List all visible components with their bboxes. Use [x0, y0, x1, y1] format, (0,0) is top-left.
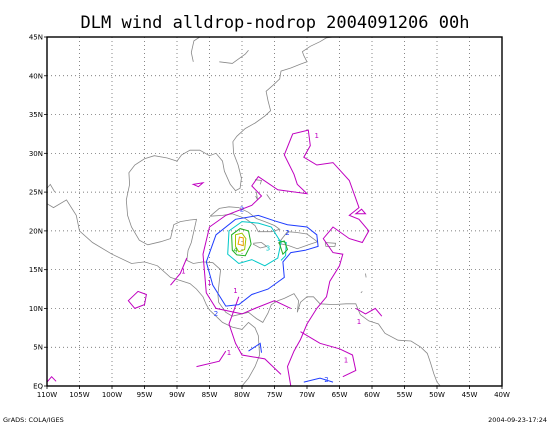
lon-tick-label: 40W: [494, 391, 510, 399]
lon-tick-label: 110W: [37, 391, 57, 399]
coastline: [254, 179, 263, 185]
footer-timestamp: 2004-09-23-17:24: [488, 416, 547, 424]
contour-line: [46, 375, 57, 383]
lon-tick-label: 75W: [267, 391, 283, 399]
contour-value-label: 1: [344, 357, 348, 365]
lon-tick-label: 45W: [462, 391, 478, 399]
contour-line: [354, 208, 367, 215]
lat-lon-grid: [47, 37, 502, 386]
contour-value-label: 1: [233, 287, 237, 295]
lon-tick-label: 60W: [364, 391, 380, 399]
lon-tick-label: 80W: [234, 391, 250, 399]
lat-tick-label: 20N: [29, 227, 43, 235]
lat-tick-label: 25N: [29, 189, 43, 197]
map-title: DLM wind alldrop-nodrop 2004091206 00h: [81, 13, 470, 33]
lat-tick-label: 35N: [29, 111, 43, 119]
contour-value-label: 1: [181, 268, 185, 276]
coastline: [266, 194, 271, 201]
coastline: [46, 183, 56, 193]
coastline: [46, 199, 261, 387]
longitude-tick-labels: 110W 105W 100W 95W 90W 85W 80W 75W 70W 65W 60W 55W 5…: [37, 386, 510, 399]
contour-value-label: 1: [207, 279, 211, 287]
contour-line: [237, 236, 244, 247]
contour-line: [303, 377, 334, 383]
lon-tick-label: 50W: [429, 391, 445, 399]
coastline: [360, 291, 363, 294]
lat-tick-label: 45N: [29, 34, 43, 42]
lon-tick-label: 90W: [169, 391, 185, 399]
lat-tick-label: EQ: [33, 383, 43, 391]
contour-value-label: 3: [266, 244, 270, 252]
contour-line: [248, 342, 262, 353]
contour-value-label: 2: [285, 229, 289, 237]
contour-value-label: 2: [240, 206, 244, 214]
contour-labels: 1 1 1 1 1 1 1 2 2 2 2 3 4: [181, 132, 361, 384]
coastline: [365, 273, 367, 278]
lon-tick-label: 85W: [202, 391, 218, 399]
contour-line: [191, 182, 205, 188]
lat-tick-label: 15N: [29, 266, 43, 274]
coastline: [209, 206, 281, 233]
lat-tick-label: 10N: [29, 305, 43, 313]
contour-line: [300, 331, 357, 378]
coastline: [278, 231, 319, 250]
contour-line: [127, 290, 147, 309]
contour-value-label: 2: [214, 310, 218, 318]
contour-line: [196, 350, 227, 368]
contour-value-label: 1: [315, 132, 319, 140]
latitude-tick-labels: EQ 5N 10N 15N 20N 25N 30N 35N 40N 45N: [29, 34, 47, 391]
contour-value-label: 1: [227, 349, 231, 357]
lon-tick-label: 105W: [69, 391, 89, 399]
contour-line: [228, 296, 282, 375]
contour-line: [235, 232, 247, 253]
contour-line: [202, 129, 370, 387]
contour-value-label: 2: [324, 376, 328, 384]
contour-line: [231, 228, 252, 257]
contour-line: [205, 214, 319, 307]
contour-line: [227, 221, 282, 267]
contour-value-label: 4: [233, 247, 238, 255]
contour-line: [170, 257, 188, 286]
lon-tick-label: 95W: [137, 391, 153, 399]
footer-credit: GrADS: COLA/IGES: [3, 416, 64, 424]
coastline: [186, 218, 441, 387]
lon-tick-label: 70W: [299, 391, 315, 399]
wind-difference-contours: [46, 129, 383, 387]
lon-tick-label: 55W: [397, 391, 413, 399]
coastline: [324, 242, 337, 247]
coastline: [190, 36, 201, 62]
contour-line: [278, 240, 289, 256]
lon-tick-label: 100W: [102, 391, 122, 399]
contour-value-label: 1: [357, 318, 361, 326]
coastline: [255, 192, 258, 201]
coastline: [219, 49, 249, 64]
lat-tick-label: 30N: [29, 150, 43, 158]
coastline: [125, 36, 334, 246]
contour-line: [205, 292, 292, 315]
lat-tick-label: 5N: [33, 344, 43, 352]
coastline: [252, 242, 268, 249]
lat-tick-label: 40N: [29, 72, 43, 80]
contour-line: [355, 307, 383, 317]
lon-tick-label: 65W: [332, 391, 348, 399]
